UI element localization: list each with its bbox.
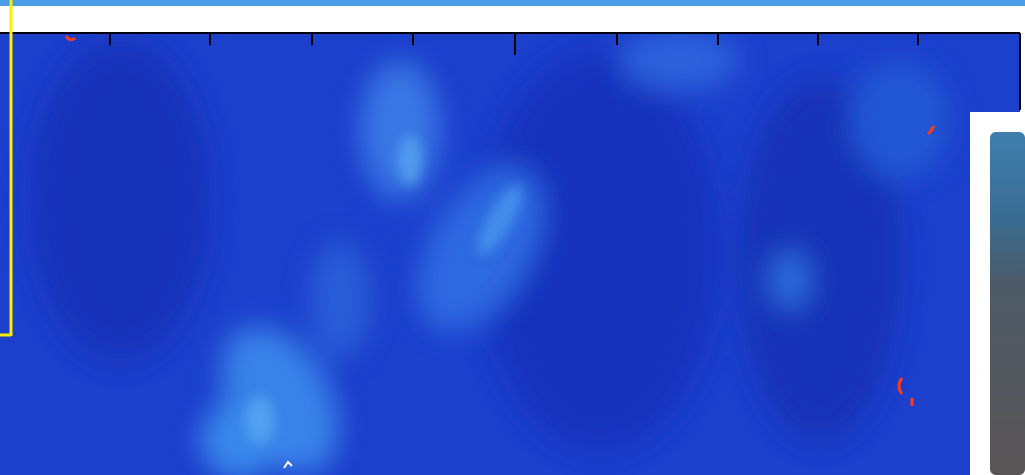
selection-outline <box>0 0 13 337</box>
heatmap <box>0 34 1020 475</box>
cursor-mark <box>283 460 293 469</box>
video-thumbnail <box>990 132 1025 475</box>
top-bar <box>0 0 1025 6</box>
frame-ticks <box>0 32 1021 110</box>
contour-marks <box>64 35 936 406</box>
